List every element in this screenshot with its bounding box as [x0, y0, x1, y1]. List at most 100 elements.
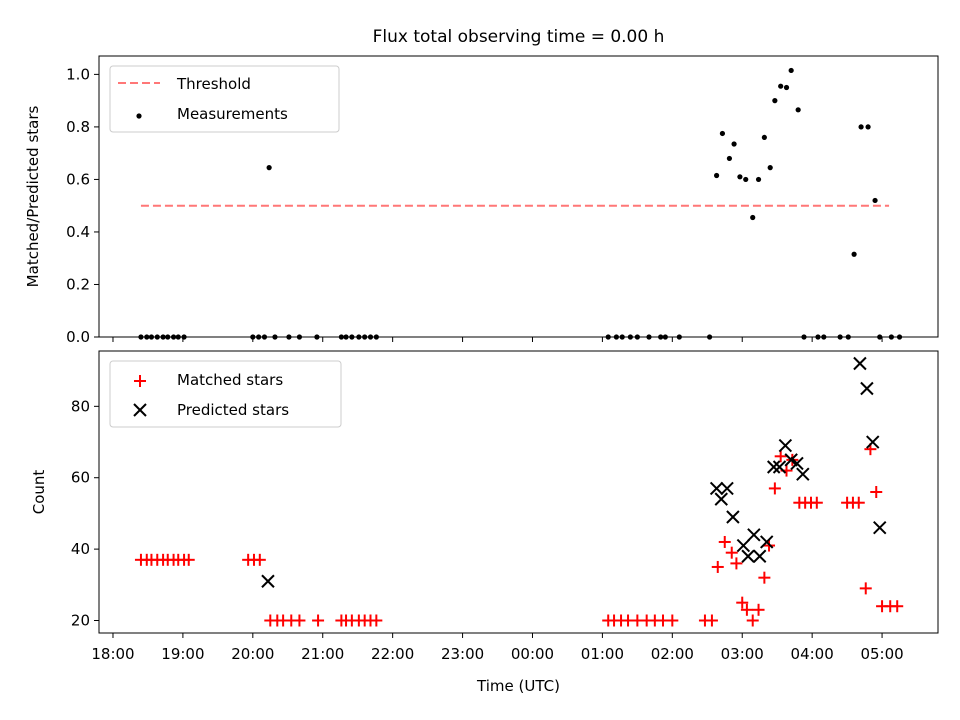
x-tick-label: 21:00: [301, 645, 344, 663]
matched-star-point: [810, 496, 823, 509]
y-tick-label: 0.2: [66, 275, 90, 293]
x-bar: [714, 492, 728, 506]
x-bar: [766, 460, 781, 474]
bottom-x-ticks: 18:00 19:00 20:00 21:00 22:00 23:00 00:00 01:00…: [91, 633, 904, 663]
x-bar: [866, 435, 880, 449]
bottom-y-axis-label: Count: [30, 470, 48, 515]
legend-threshold-label: Threshold: [176, 75, 251, 93]
matched-star-point: [891, 600, 904, 613]
x-bar: [720, 481, 734, 496]
predicted-star-point: [790, 456, 804, 471]
y-tick-label: 80: [71, 397, 90, 415]
measurement-point: [851, 251, 857, 257]
matched-star-point: [312, 614, 325, 627]
bottom-panel: 18:00 19:00 20:00 21:00 22:00 23:00 00:00 01:00…: [30, 350, 939, 695]
x-tick-label: 20:00: [231, 645, 274, 663]
legend-measurements-label: Measurements: [177, 105, 288, 123]
bottom-legend-box: [109, 360, 342, 428]
x-tick-label: 05:00: [860, 645, 903, 663]
predicted-star-point: [714, 492, 728, 506]
matched-star-point: [768, 482, 781, 495]
predicted-star-point: [873, 520, 887, 535]
x-tick-label: 04:00: [791, 645, 834, 663]
x-bar: [784, 453, 798, 467]
predicted-star-point: [853, 356, 867, 371]
y-tick-label: 20: [71, 612, 90, 630]
y-tick-label: 0.8: [66, 118, 90, 136]
predicted-star-point: [866, 435, 880, 449]
predicted-star-point: [753, 549, 767, 563]
x-tick-label: 02:00: [651, 645, 694, 663]
measurement-point: [778, 83, 784, 89]
bottom-points: [134, 356, 904, 627]
top-y-ticks: 0.0 0.2 0.4 0.6 0.8 1.0: [66, 65, 99, 346]
matched-star-point: [774, 450, 787, 463]
measurement-point: [783, 84, 790, 91]
matched-star-point: [852, 496, 865, 509]
x-bar: [753, 549, 767, 563]
x-bar: [747, 528, 761, 542]
legend-predicted-label: Predicted stars: [177, 401, 289, 419]
matched-star-point: [725, 546, 738, 559]
x-tick-label: 23:00: [441, 645, 484, 663]
bottom-y-ticks: 20 40 60 80: [71, 397, 99, 630]
y-tick-label: 60: [71, 469, 90, 487]
x-bar: [873, 520, 887, 535]
measurement-point: [713, 172, 720, 179]
y-tick-label: 40: [71, 540, 90, 558]
x-bar: [860, 381, 874, 396]
x-bar: [726, 510, 740, 524]
top-panel: Flux total observing time = 0.00 h 0.00.…: [24, 27, 939, 346]
matched-star-point: [746, 614, 759, 627]
measurement-point: [737, 174, 743, 180]
matched-star-point: [870, 486, 883, 498]
predicted-star-point: [778, 438, 793, 453]
predicted-star-point: [720, 481, 734, 496]
x-tick-label: 18:00: [91, 645, 134, 663]
matched-star-point: [711, 560, 724, 573]
x-tick-label: 22:00: [371, 645, 414, 663]
top-x-ticks: [112, 337, 883, 342]
x-bar: [772, 460, 787, 474]
measurement-point: [726, 155, 733, 162]
x-bar: [790, 456, 804, 471]
predicted-star-point: [261, 574, 275, 588]
measurement-point: [788, 67, 794, 74]
predicted-star-point: [736, 538, 751, 553]
predicted-star-point: [741, 549, 755, 563]
measurement-point: [731, 141, 737, 147]
y-tick-label: 1.0: [66, 65, 90, 83]
matched-star-point: [758, 571, 771, 584]
measurement-point: [743, 176, 749, 183]
measurement-point: [266, 165, 272, 171]
matched-star-point: [752, 603, 765, 616]
matched-star-point: [705, 614, 718, 627]
matched-star-point: [370, 614, 383, 627]
predicted-star-point: [796, 467, 810, 481]
y-tick-label: 0.6: [66, 170, 90, 188]
x-bar: [759, 535, 774, 549]
x-bar: [741, 549, 755, 563]
legend-measurement-marker: [136, 113, 142, 119]
top-y-axis-label: Matched/Predicted stars: [24, 106, 42, 288]
predicted-star-point: [772, 460, 787, 474]
matched-star-point: [182, 553, 195, 566]
matched-star-point: [253, 553, 266, 566]
predicted-star-point: [759, 535, 774, 549]
x-bar: [778, 438, 793, 453]
top-axes-frame: [98, 55, 939, 338]
x-tick-label: 00:00: [511, 645, 554, 663]
measurement-point: [858, 124, 864, 130]
measurement-point: [750, 214, 756, 221]
top-legend: Threshold Measurements: [109, 65, 340, 133]
measurement-point: [767, 165, 773, 171]
x-tick-label: 19:00: [161, 645, 204, 663]
measurement-point: [719, 130, 726, 137]
x-bar: [736, 538, 751, 553]
measurement-point: [772, 98, 778, 104]
matched-star-point: [666, 614, 679, 627]
x-bar: [261, 574, 275, 588]
matched-star-point: [740, 603, 753, 616]
matched-star-point: [718, 535, 731, 548]
